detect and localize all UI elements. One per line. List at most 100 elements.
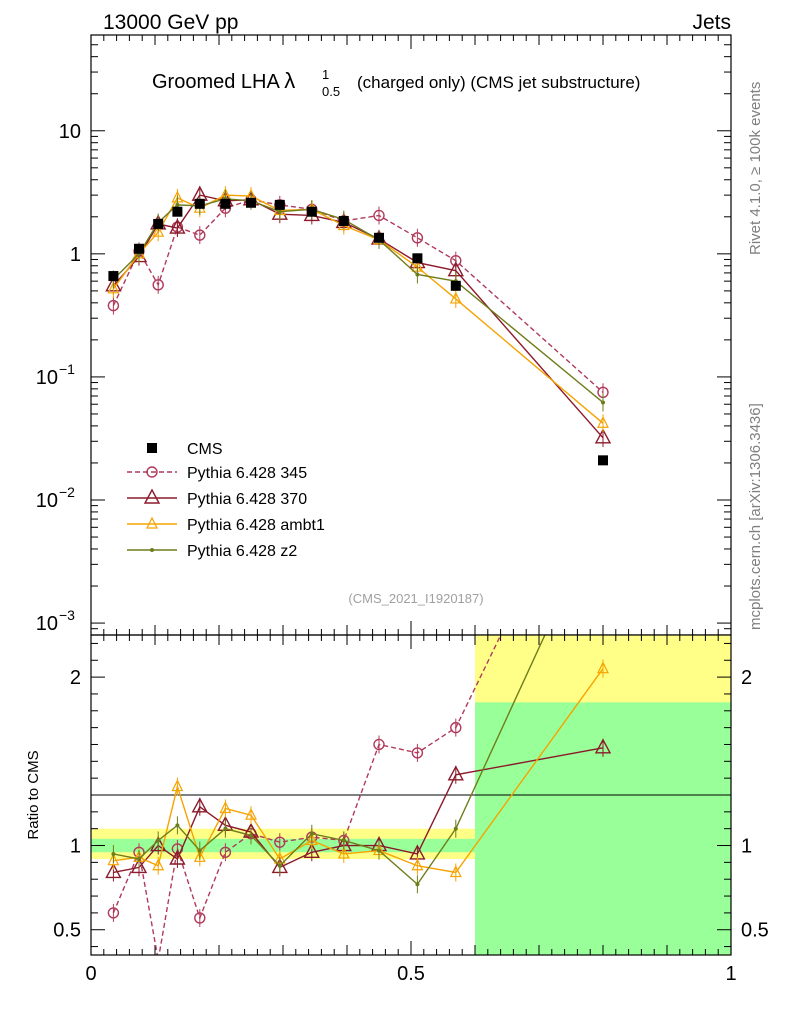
y-tick-label-exponent: −1 [59,361,75,377]
series-line [112,199,604,393]
ratio-y-tick-label-right: 1 [741,836,752,858]
x-tick-label: 0.5 [397,963,425,985]
marker-circle [194,912,206,924]
marker-triangle-small [152,858,165,871]
legend-label: Pythia 6.428 345 [187,465,307,482]
marker-dot [197,848,202,853]
marker-dot [156,838,161,843]
ratio-y-tick-label-left: 2 [70,667,81,689]
series-line [113,668,604,874]
series-line [112,635,502,955]
marker-triangle-small [449,291,462,304]
title-prefix: Groomed LHA [152,71,284,93]
y-tick-label: 1 [70,244,81,266]
cms-data-point [153,218,164,229]
ratio-y-tick-label-left: 0.5 [53,920,81,942]
marker-circle [107,299,120,312]
analysis-id: (CMS_2021_I1920187) [348,591,483,606]
cms-data-point [134,243,144,254]
marker-circle [411,747,424,759]
cms-data-point [338,215,349,226]
marker-circle [107,907,120,919]
marker-circle [146,466,158,478]
marker-dot [341,838,346,843]
marker-dot [175,202,180,207]
legend-marker-cms [147,443,157,453]
marker-triangle-small [305,833,318,846]
marker-triangle [169,849,186,865]
y-tick-label-base: 10 [36,490,58,512]
rivet-label: Rivet 4.1.0, ≥ 100k events [747,82,764,255]
marker-dot [377,848,381,853]
cms-data-point [374,232,384,243]
y-tick-label-exponent: −2 [59,484,75,500]
marker-triangle [303,842,320,858]
series-line [113,635,546,886]
cms-data-point [220,198,231,209]
marker-triangle [594,738,612,754]
marker-circle [152,279,164,291]
title-subscript: 0.5 [322,84,340,99]
marker-triangle-small [193,849,206,862]
marker-dot [223,826,228,831]
marker-dot [415,882,420,887]
x-tick-label: 0 [85,963,96,985]
ratio-y-tick-label-left: 1 [70,836,81,858]
ratio-series-layer [105,635,612,955]
legend-label-cms: CMS [187,441,223,458]
marker-triangle-small [219,801,232,814]
marker-triangle-small [597,415,609,428]
cms-data-points [108,197,608,466]
marker-dot [150,548,154,552]
marker-triangle-small [146,516,158,529]
marker-dot [175,823,180,828]
cms-data-point [598,455,608,466]
main-series-layer [105,185,612,447]
ratio-y-tick-label-right: 0.5 [741,920,769,942]
marker-dot [309,831,314,836]
cms-data-point [412,253,423,264]
marker-dot [111,851,116,856]
marker-triangle [191,797,208,813]
marker-triangle-small [171,779,184,792]
marker-circle [274,836,286,848]
marker-dot [277,209,282,214]
cms-data-point [172,206,183,217]
ratio-axis-ticks: 2 21 10.5 0.50 0.5 1 [53,635,769,985]
marker-triangle-small [411,858,424,871]
marker-triangle [169,218,186,234]
marker-triangle [130,857,148,874]
marker-triangle-small [449,865,462,878]
marker-circle [373,209,385,222]
marker-triangle-small [107,281,120,294]
legend-label: Pythia 6.428 370 [187,491,307,508]
marker-triangle [143,488,161,504]
marker-dot [453,826,458,831]
y-tick-label-exponent: −3 [59,607,75,623]
legend-label: Pythia 6.428 ambt1 [187,517,325,534]
cms-data-point [194,198,205,209]
site-label: mcplots.cern.ch [arXiv:1306.3436] [747,403,764,630]
title-superscript: 1 [322,67,329,82]
marker-circle [219,846,232,858]
marker-dot [277,863,282,868]
marker-triangle-small [152,224,165,237]
cms-data-point [306,206,317,217]
marker-circle [450,721,462,734]
marker-triangle-small [245,807,257,820]
marker-triangle [447,765,464,781]
marker-triangle-small [107,853,120,866]
x-tick-label: 1 [725,963,736,985]
marker-dot [415,272,420,277]
cms-data-point [274,199,285,210]
title-symbol: λ [284,68,295,93]
legend-label: Pythia 6.428 z2 [187,543,297,560]
marker-dot [249,833,253,838]
y-tick-label-base: 10 [36,367,58,389]
marker-triangle [594,428,612,444]
title-suffix: (charged only) (CMS jet substructure) [357,73,640,92]
marker-triangle [105,862,122,879]
ratio-ylabel: Ratio to CMS [25,750,42,839]
